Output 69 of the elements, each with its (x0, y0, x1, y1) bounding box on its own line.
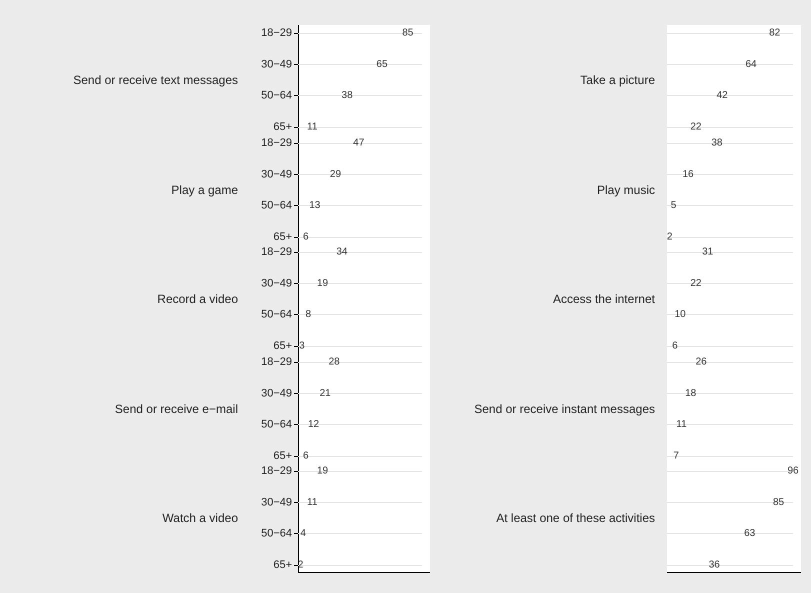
data-label: 7 (673, 450, 680, 461)
data-label: 19 (316, 466, 329, 476)
category-label: 50−64 (261, 90, 292, 102)
data-label: 42 (716, 90, 728, 102)
data-label: 6 (672, 340, 678, 352)
category-label: 65+ (273, 230, 292, 242)
text: Record a video (157, 292, 238, 306)
category-label: 30−49 (261, 58, 292, 70)
category-label: 18−29 (261, 27, 292, 39)
data-label: 11 (307, 122, 318, 132)
data-label: 19 (316, 278, 329, 289)
data-label: 26 (696, 356, 708, 367)
category-label: 50−64 (261, 308, 292, 321)
data-label: 82 (769, 28, 781, 38)
data-label: 3 (299, 340, 306, 352)
data-label: 13 (309, 200, 321, 211)
data-label: 38 (711, 137, 723, 148)
category-label: 18−29 (261, 465, 292, 477)
data-label: 38 (342, 90, 354, 102)
data-label: 11 (307, 496, 318, 508)
text: Play a game (171, 182, 238, 196)
data-label: 29 (330, 168, 342, 180)
category-label: 18−29 (261, 136, 292, 148)
category-label: 65+ (273, 121, 292, 133)
data-label: 31 (702, 246, 714, 258)
text: Send or receive instant messages (474, 402, 655, 416)
data-label: 6 (302, 450, 309, 461)
category-label: 65+ (273, 450, 292, 462)
data-label: 5 (670, 200, 677, 211)
data-label: 96 (787, 466, 799, 476)
text: At least one of these activities (496, 511, 655, 525)
text: Play music (596, 182, 655, 196)
data-label: 64 (745, 58, 757, 70)
data-label: 85 (773, 496, 785, 508)
category-label: 30−49 (261, 496, 292, 508)
data-label: 11 (676, 418, 688, 430)
data-label: 18 (685, 387, 697, 398)
category-label: 30−49 (261, 168, 292, 180)
category-label: 30−49 (261, 277, 292, 290)
text: Access the internet (552, 292, 656, 306)
category-label: 50−64 (261, 528, 292, 540)
data-label: 12 (308, 418, 320, 430)
data-label: 16 (682, 168, 694, 180)
data-label: 63 (744, 528, 756, 540)
data-label: 22 (690, 122, 702, 132)
data-label: 28 (328, 356, 340, 367)
data-label: 21 (320, 387, 332, 398)
data-label: 22 (690, 278, 702, 289)
data-label: 36 (708, 560, 720, 570)
text: Send or receive text messages (73, 73, 238, 87)
category-label: 65+ (273, 340, 292, 352)
category-label: 18−29 (261, 356, 292, 368)
data-label: 65 (376, 58, 388, 70)
category-label: 65+ (273, 559, 292, 571)
category-label: 18−29 (261, 246, 292, 258)
data-label: 47 (353, 137, 365, 148)
category-label: 50−64 (261, 418, 292, 430)
category-label: 30−49 (261, 386, 292, 399)
text: Take a picture (580, 73, 656, 87)
text: Send or receive e−mail (114, 402, 238, 416)
category-label: 50−64 (261, 199, 292, 212)
text: Watch a video (162, 511, 238, 525)
data-label: 85 (402, 28, 414, 38)
data-label: 8 (306, 309, 312, 320)
data-label: 4 (300, 528, 306, 540)
data-label: 10 (674, 309, 686, 320)
data-label: 34 (336, 246, 348, 258)
data-label: 2 (666, 231, 673, 242)
data-label: 6 (302, 231, 309, 242)
